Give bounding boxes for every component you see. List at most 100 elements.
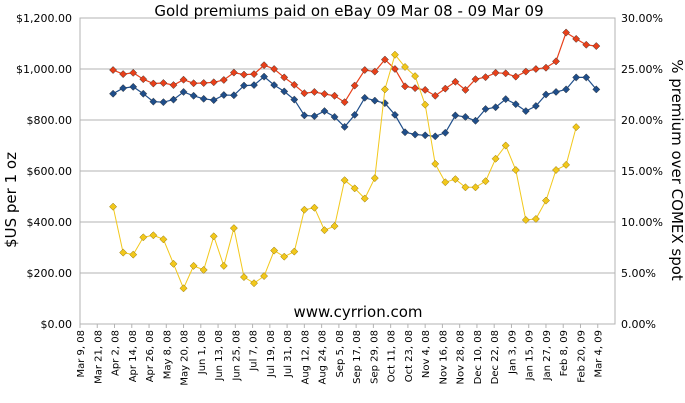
premium-point — [501, 141, 510, 150]
y2-tick-label: 10.00% — [621, 216, 663, 229]
premium-point — [149, 231, 158, 240]
comex-spot-point — [360, 93, 369, 102]
premium-point — [310, 203, 319, 212]
x-tick-label: Mar 21, 08 — [93, 330, 104, 384]
price-paid-on-ebay-point — [542, 63, 550, 72]
y-tick-label: $0.00 — [41, 318, 73, 331]
price-paid-on-ebay-point — [330, 91, 339, 100]
comex-spot-point — [562, 85, 571, 94]
price-paid-on-ebay-point — [320, 90, 329, 98]
premium-point — [280, 252, 289, 261]
comex-spot-point — [582, 73, 591, 82]
comex-spot-point — [481, 105, 490, 113]
x-tick-label: Aug 24, 08 — [318, 330, 329, 385]
price-paid-on-ebay-point — [270, 65, 279, 73]
x-tick-label: Oct 23, 08 — [404, 330, 415, 382]
price-paid-on-ebay-point — [169, 81, 178, 90]
y2-axis-label: % premium over COMEX spot — [668, 59, 685, 281]
premium-point — [290, 247, 299, 256]
price-paid-on-ebay-point — [139, 75, 148, 84]
comex-spot-point — [370, 96, 379, 105]
comex-spot-point — [380, 99, 389, 108]
premium-point — [562, 160, 571, 169]
comex-spot-point — [159, 98, 168, 107]
premium-point — [119, 248, 128, 257]
price-paid-on-ebay-point — [189, 79, 198, 88]
comex-spot-point — [320, 107, 329, 116]
price-paid-on-ebay-point — [119, 70, 128, 79]
comex-spot-point — [511, 100, 520, 109]
comex-spot-point — [441, 128, 450, 137]
price-paid-on-ebay-point — [380, 55, 389, 64]
watermark-url: www.cyrrion.com — [293, 303, 422, 321]
price-paid-on-ebay-point — [250, 70, 258, 79]
premium-point — [300, 205, 309, 214]
premium-point — [481, 177, 490, 186]
premium-point — [401, 63, 409, 71]
price-paid-on-ebay-point — [260, 61, 269, 70]
premium-point — [391, 50, 399, 59]
x-tick-label: Mar 4, 09 — [594, 330, 605, 378]
y-tick-label: $1,200.00 — [16, 12, 72, 25]
x-tick-label: Sep 5, 08 — [335, 330, 346, 377]
price-paid-on-ebay-point — [521, 67, 530, 76]
x-tick-label: Jan 15, 09 — [525, 330, 536, 381]
price-paid-on-ebay-point — [461, 85, 470, 94]
price-paid-on-ebay-point — [209, 78, 218, 87]
comex-spot-point — [139, 89, 148, 98]
x-tick-label: Jul 19, 08 — [266, 330, 277, 378]
price-paid-on-ebay-point — [159, 79, 168, 87]
premium-point — [542, 196, 550, 205]
comex-spot-point — [300, 111, 309, 120]
price-paid-on-ebay-point — [572, 34, 581, 43]
x-tick-label: Sep 17, 08 — [352, 330, 363, 384]
comex-spot-point — [552, 87, 560, 96]
x-tick-label: Apr 14, 08 — [128, 330, 139, 382]
y-tick-label: $200.00 — [27, 267, 73, 280]
premium-point — [129, 250, 138, 259]
y2-tick-label: 15.00% — [621, 165, 663, 178]
premium-point — [491, 154, 500, 163]
price-paid-on-ebay-point — [109, 66, 118, 74]
comex-spot-point — [451, 111, 460, 120]
x-tick-label: Jan 27, 09 — [542, 330, 553, 381]
premium-point — [370, 174, 379, 183]
x-tick-label: Dec 10, 08 — [473, 330, 484, 384]
price-paid-on-ebay-point — [511, 72, 520, 81]
price-paid-on-ebay-point — [360, 66, 369, 74]
price-paid-on-ebay-point — [179, 75, 188, 84]
price-paid-on-ebay-point — [199, 79, 208, 87]
comex-spot-point — [290, 95, 299, 104]
series-comex-spot — [109, 72, 601, 141]
comex-spot-point — [280, 87, 289, 96]
premium-point — [260, 272, 269, 281]
plot-area-frame — [79, 17, 616, 325]
series-group — [109, 28, 601, 293]
price-paid-on-ebay-point — [501, 69, 510, 78]
comex-spot-point — [219, 91, 228, 99]
comex-spot-point — [471, 116, 480, 125]
x-tick-label: Jul 31, 08 — [283, 330, 294, 378]
premium-point — [552, 166, 560, 174]
premium-point — [270, 246, 279, 255]
price-paid-on-ebay-point — [280, 73, 289, 82]
premium-point — [531, 214, 540, 223]
comex-spot-point — [239, 81, 248, 90]
comex-spot-point — [411, 130, 420, 139]
price-paid-on-ebay-point — [219, 76, 228, 84]
x-tick-label: Nov 28, 08 — [456, 330, 467, 385]
comex-spot-point — [310, 112, 319, 121]
price-paid-on-ebay-point — [229, 68, 238, 77]
premium-point — [250, 279, 258, 288]
premium-point — [360, 194, 369, 203]
comex-spot-point — [431, 132, 440, 141]
price-paid-on-ebay-point — [441, 84, 450, 93]
y-tick-label: $800.00 — [27, 114, 73, 127]
x-tick-label: May 8, 08 — [162, 330, 173, 379]
x-tick-label: May 20, 08 — [180, 330, 191, 386]
comex-spot-point — [592, 85, 601, 94]
comex-spot-point — [270, 81, 279, 90]
price-paid-on-ebay-point — [451, 77, 460, 86]
comex-spot-point — [391, 110, 399, 119]
x-tick-label: Feb 20, 09 — [576, 330, 587, 383]
